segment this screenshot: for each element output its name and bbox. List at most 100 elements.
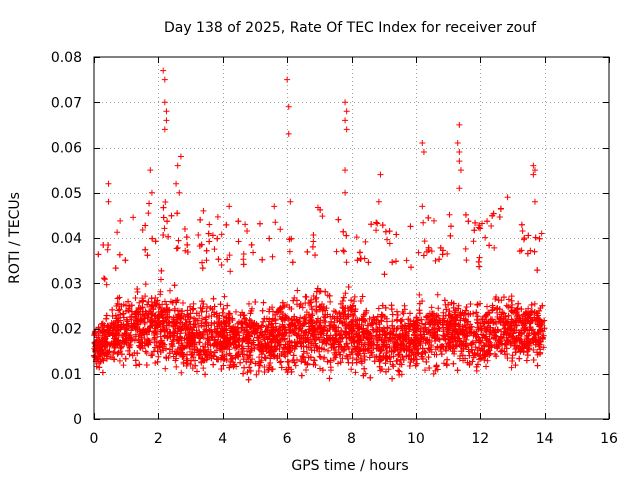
data-point xyxy=(127,314,134,321)
data-point xyxy=(316,353,323,360)
data-point xyxy=(466,329,473,336)
data-point xyxy=(116,306,123,313)
data-point xyxy=(343,259,350,266)
data-point xyxy=(468,340,475,347)
data-point xyxy=(396,368,403,375)
data-point xyxy=(457,353,464,360)
data-point xyxy=(159,301,166,308)
data-point xyxy=(408,355,415,362)
data-point xyxy=(340,247,347,254)
data-point xyxy=(138,317,145,324)
data-point xyxy=(351,298,358,305)
data-point xyxy=(196,242,203,249)
data-point xyxy=(309,243,316,250)
data-point xyxy=(362,238,369,245)
data-point xyxy=(194,317,201,324)
data-point xyxy=(509,354,516,361)
data-point xyxy=(250,249,257,256)
data-point xyxy=(322,288,329,295)
data-point xyxy=(518,221,525,228)
data-point xyxy=(285,315,292,322)
data-point xyxy=(495,297,502,304)
data-point xyxy=(189,306,196,313)
data-point xyxy=(339,355,346,362)
data-point xyxy=(216,341,223,348)
data-point xyxy=(115,301,122,308)
data-point xyxy=(475,258,482,265)
data-point xyxy=(516,355,523,362)
data-point xyxy=(518,306,525,313)
data-point xyxy=(465,348,472,355)
data-point xyxy=(231,334,238,341)
data-point xyxy=(160,323,167,330)
data-point xyxy=(319,339,326,346)
data-point xyxy=(250,337,257,344)
data-point xyxy=(405,346,412,353)
data-point xyxy=(220,319,227,326)
data-point xyxy=(476,337,483,344)
data-point xyxy=(181,225,188,232)
data-point xyxy=(430,370,437,377)
data-point xyxy=(348,340,355,347)
data-point xyxy=(227,268,234,275)
data-point xyxy=(271,345,278,352)
data-point xyxy=(290,352,297,359)
data-point xyxy=(351,293,358,300)
data-point xyxy=(221,326,228,333)
data-point xyxy=(109,312,116,319)
data-point xyxy=(462,355,469,362)
data-point xyxy=(327,341,334,348)
data-point xyxy=(203,326,210,333)
data-point xyxy=(178,369,185,376)
data-point xyxy=(142,348,149,355)
data-point xyxy=(426,346,433,353)
data-point xyxy=(327,364,334,371)
data-point xyxy=(114,315,121,322)
data-point xyxy=(422,324,429,331)
data-point xyxy=(170,323,177,330)
data-point xyxy=(168,212,175,219)
data-point xyxy=(261,315,268,322)
data-point xyxy=(347,304,354,311)
data-point xyxy=(317,206,324,213)
data-point xyxy=(336,339,343,346)
data-point xyxy=(199,315,206,322)
data-point xyxy=(420,335,427,342)
data-point xyxy=(445,301,452,308)
data-point xyxy=(512,310,519,317)
data-point xyxy=(361,339,368,346)
data-point xyxy=(541,325,548,332)
data-point xyxy=(308,347,315,354)
data-point xyxy=(219,309,226,316)
data-point xyxy=(184,325,191,332)
data-point xyxy=(100,275,107,282)
data-point xyxy=(483,337,490,344)
data-point xyxy=(224,256,231,263)
data-point xyxy=(346,334,353,341)
data-point xyxy=(136,361,143,368)
data-point xyxy=(454,367,461,374)
data-point xyxy=(304,361,311,368)
data-point xyxy=(536,323,543,330)
data-point xyxy=(365,322,372,329)
data-point xyxy=(226,364,233,371)
data-point xyxy=(388,348,395,355)
data-point xyxy=(218,346,225,353)
data-point xyxy=(103,315,110,322)
data-point xyxy=(472,219,479,226)
data-point xyxy=(193,329,200,336)
data-point xyxy=(100,241,107,248)
data-point xyxy=(187,314,194,321)
data-point xyxy=(160,317,167,324)
data-point xyxy=(288,306,295,313)
data-point xyxy=(161,333,168,340)
data-point xyxy=(357,249,364,256)
data-point xyxy=(367,374,374,381)
data-point xyxy=(285,345,292,352)
data-point xyxy=(352,346,359,353)
data-point xyxy=(443,362,450,369)
data-point xyxy=(365,259,372,266)
data-point xyxy=(160,204,167,211)
data-point xyxy=(230,328,237,335)
data-point xyxy=(299,304,306,311)
